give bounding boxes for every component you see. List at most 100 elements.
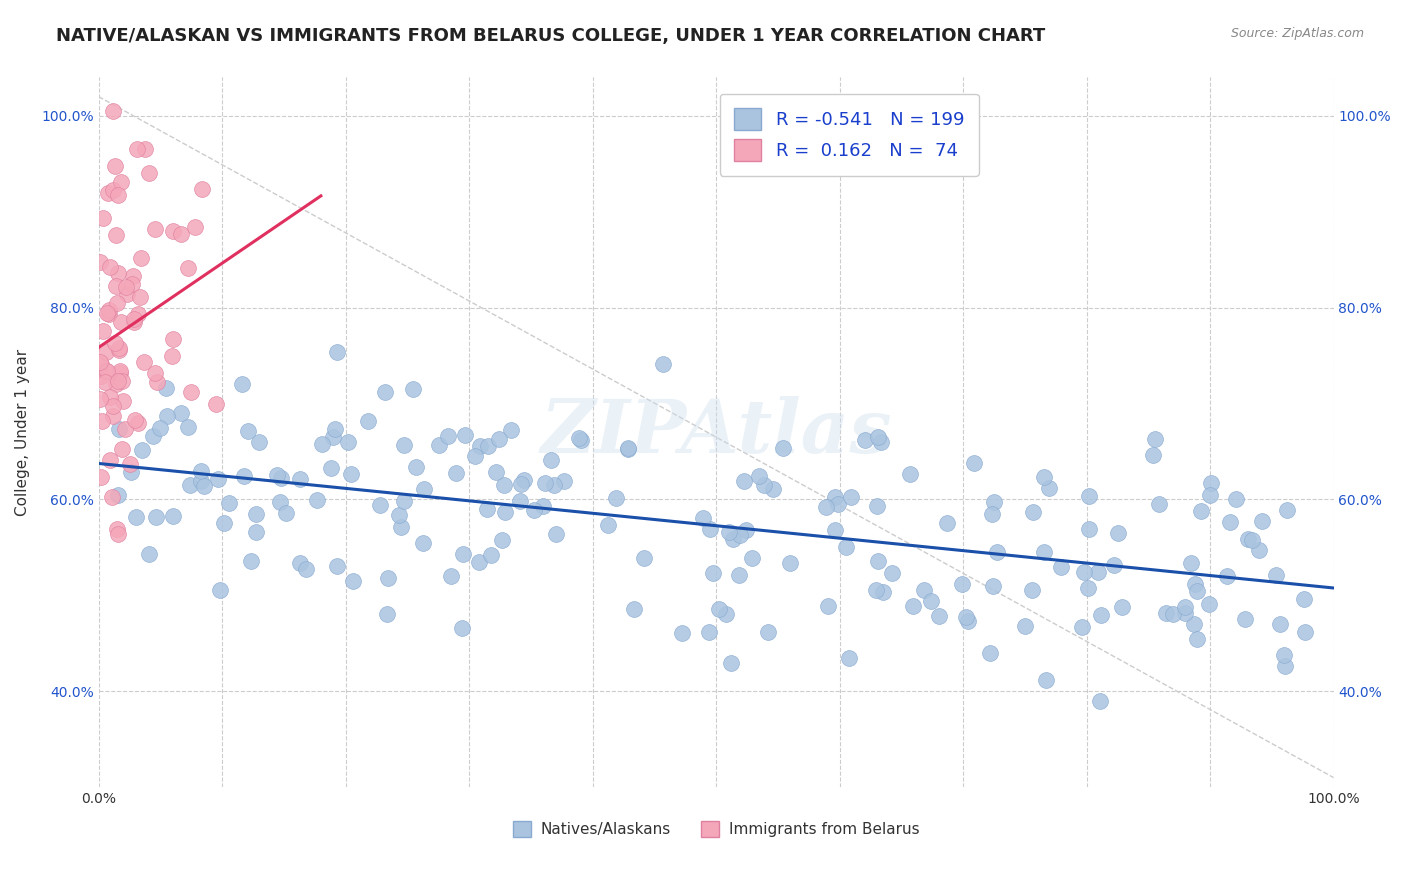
- Point: [191, 181, 214, 195]
- Point: [872, 584, 894, 599]
- Point: [112, 394, 135, 409]
- Point: [101, 490, 124, 504]
- Point: [1107, 525, 1129, 540]
- Point: [110, 315, 132, 329]
- Point: [375, 607, 398, 621]
- Point: [1014, 618, 1036, 632]
- Point: [1185, 583, 1208, 598]
- Point: [1038, 481, 1060, 495]
- Point: [1070, 620, 1092, 634]
- Point: [779, 556, 801, 570]
- Point: [427, 438, 450, 452]
- Point: [340, 467, 363, 481]
- Point: [838, 651, 860, 665]
- Point: [623, 602, 645, 616]
- Point: [94, 364, 117, 378]
- Point: [718, 525, 741, 540]
- Point: [105, 376, 128, 391]
- Point: [596, 517, 619, 532]
- Point: [170, 227, 193, 242]
- Point: [342, 574, 364, 588]
- Point: [1292, 591, 1315, 606]
- Point: [231, 376, 253, 391]
- Point: [692, 511, 714, 525]
- Point: [183, 220, 205, 235]
- Point: [101, 104, 124, 119]
- Point: [90, 369, 112, 384]
- Point: [553, 475, 575, 489]
- Point: [121, 277, 143, 291]
- Point: [752, 478, 775, 492]
- Point: [266, 468, 288, 483]
- Point: [936, 516, 959, 531]
- Point: [702, 566, 724, 580]
- Point: [325, 559, 347, 574]
- Point: [177, 261, 200, 276]
- Point: [1033, 545, 1056, 559]
- Point: [389, 520, 412, 534]
- Point: [374, 384, 396, 399]
- Point: [453, 547, 475, 561]
- Point: [479, 548, 502, 562]
- Point: [323, 422, 346, 436]
- Point: [122, 315, 145, 329]
- Point: [1078, 489, 1101, 503]
- Point: [413, 483, 436, 497]
- Point: [671, 625, 693, 640]
- Point: [983, 495, 1005, 509]
- Point: [841, 490, 863, 504]
- Point: [156, 409, 179, 424]
- Point: [543, 478, 565, 492]
- Point: [104, 227, 127, 242]
- Point: [568, 431, 591, 445]
- Point: [162, 224, 184, 238]
- Point: [412, 536, 434, 550]
- Point: [963, 456, 986, 470]
- Point: [741, 550, 763, 565]
- Point: [1033, 470, 1056, 484]
- Point: [1144, 432, 1167, 446]
- Text: Source: ZipAtlas.com: Source: ZipAtlas.com: [1230, 27, 1364, 40]
- Point: [727, 568, 749, 582]
- Point: [697, 625, 720, 640]
- Point: [162, 332, 184, 346]
- Point: [238, 425, 260, 439]
- Point: [93, 375, 115, 389]
- Point: [325, 344, 347, 359]
- Point: [392, 438, 415, 452]
- Point: [453, 427, 475, 442]
- Point: [1185, 632, 1208, 646]
- Point: [494, 505, 516, 519]
- Point: [233, 469, 256, 483]
- Point: [815, 500, 838, 514]
- Point: [125, 142, 148, 156]
- Point: [129, 290, 152, 304]
- Point: [127, 307, 149, 321]
- Point: [617, 441, 640, 455]
- Point: [107, 187, 129, 202]
- Point: [295, 562, 318, 576]
- Point: [122, 312, 145, 326]
- Point: [115, 287, 138, 301]
- Y-axis label: College, Under 1 year: College, Under 1 year: [15, 349, 30, 516]
- Point: [651, 357, 673, 371]
- Point: [979, 646, 1001, 660]
- Point: [865, 582, 887, 597]
- Point: [160, 349, 183, 363]
- Point: [270, 471, 292, 485]
- Text: ZIPAtlas: ZIPAtlas: [540, 396, 891, 468]
- Point: [89, 254, 111, 268]
- Point: [205, 397, 228, 411]
- Point: [1050, 560, 1073, 574]
- Point: [772, 441, 794, 455]
- Point: [120, 465, 142, 479]
- Point: [89, 392, 111, 407]
- Point: [247, 435, 270, 450]
- Point: [104, 159, 127, 173]
- Point: [311, 436, 333, 450]
- Point: [824, 490, 846, 504]
- Point: [440, 569, 463, 583]
- Point: [90, 414, 112, 428]
- Point: [1274, 658, 1296, 673]
- Point: [1237, 532, 1260, 546]
